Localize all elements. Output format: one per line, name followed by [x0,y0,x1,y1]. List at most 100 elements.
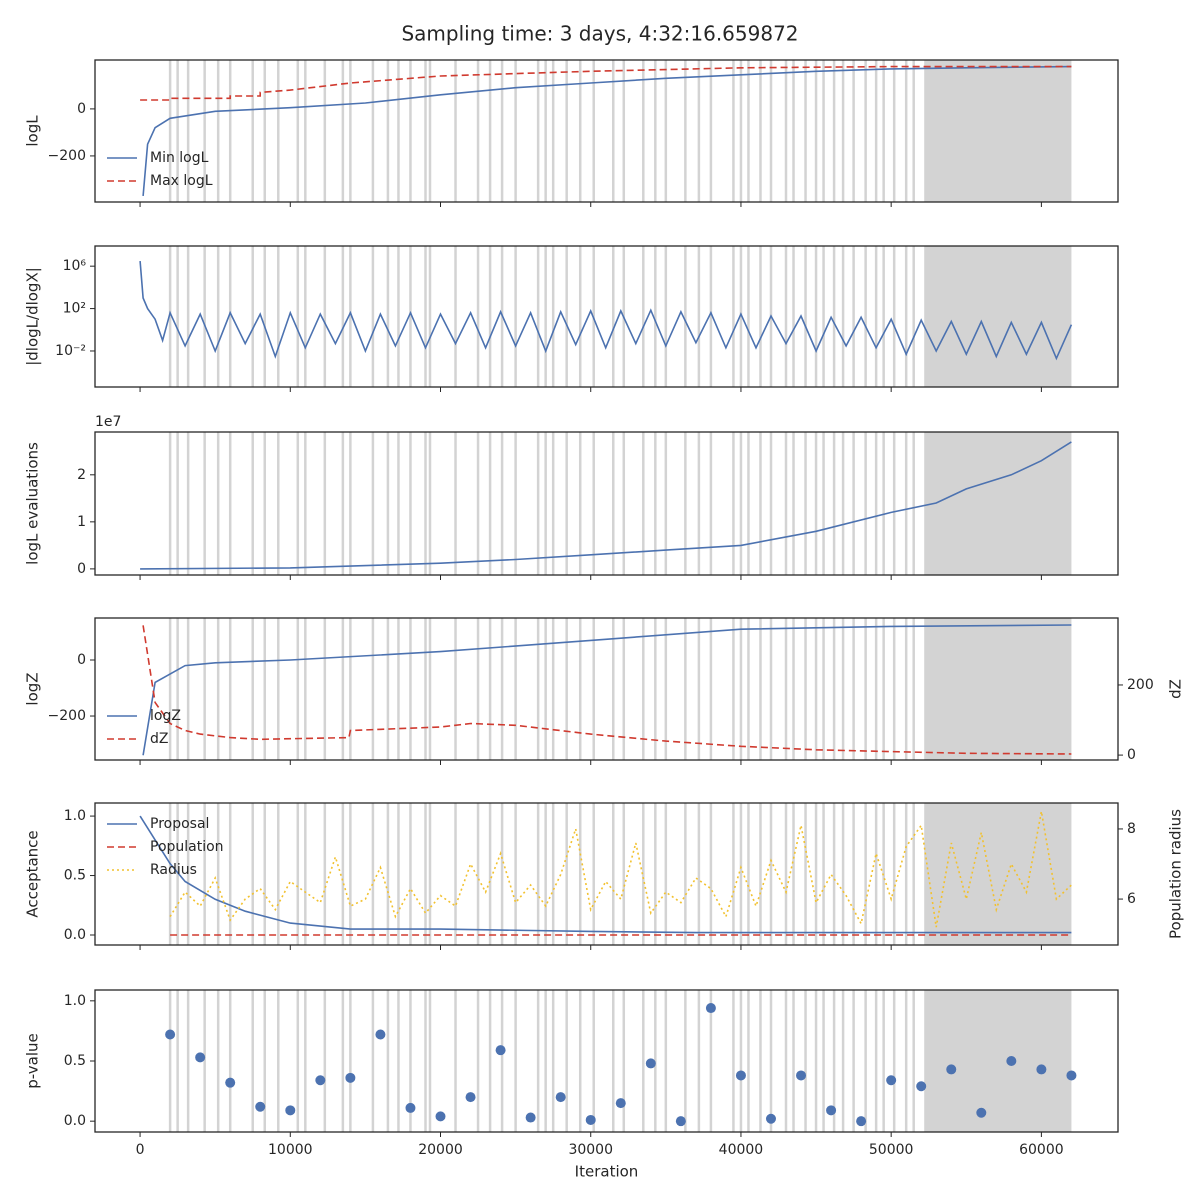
axes-frame [94,989,1119,1133]
x-tick-label: 30000 [568,1142,613,1158]
y2-tick-label: 6 [1127,891,1136,907]
y-tick-label: 1.0 [64,993,86,1009]
shaded-span [924,246,1072,387]
y-tick-label: −200 [48,148,86,164]
y-tick-label: −200 [48,708,86,724]
series-line [140,441,1072,570]
panel: −200 0 0 200 logZ dZ logZ dZ [24,617,1185,765]
y-tick-label: 0 [77,561,86,577]
y-axis-label: logL [24,115,42,147]
y-tick-label: 2 [77,467,86,483]
y2-axis-label: dZ [1167,679,1185,699]
legend-label: Min logL [150,150,209,166]
y-axis-label: Acceptance [24,830,42,917]
point [585,1114,596,1125]
point [1036,1064,1047,1075]
panel: 0 1 2 logL evaluations 1e7 [24,414,1119,580]
legend-label: dZ [150,731,168,747]
y-axis-label: |dlogL/dlogX| [24,267,42,366]
panel: 0 10000 20000 30000 40000 50000 60000 0.0 0.5 1.0… [24,989,1119,1181]
legend-label: logZ [150,708,181,724]
legend-label: Max logL [150,173,213,189]
panel: 0.0 0.5 1.0 6 8 Acceptance Population radius Pr… [24,802,1185,950]
figure-title: Sampling time: 3 days, 4:32:16.659872 [401,22,798,46]
y-tick-label: 0 [77,652,86,668]
point [255,1101,266,1112]
point [555,1092,566,1103]
axes-frame [94,802,1119,946]
y-tick-label: 1 [77,514,86,530]
point [165,1029,176,1040]
y2-tick-label: 8 [1127,821,1136,837]
point [735,1070,746,1081]
point [886,1075,897,1086]
panel: 10⁻² 10² 10⁶ |dlogL/dlogX| [24,245,1119,392]
point [525,1112,536,1123]
point [285,1105,296,1116]
point [495,1045,506,1056]
point [675,1116,686,1127]
y-tick-label: 0.5 [64,1053,86,1069]
point [405,1102,416,1113]
point [705,1003,716,1014]
series-line [139,815,1072,934]
series-line [142,65,1072,196]
point [796,1070,807,1081]
shaded-span [924,990,1072,1132]
x-tick-label: 40000 [719,1142,764,1158]
series-line [142,625,1072,755]
y2-tick-label: 0 [1127,747,1136,763]
y-tick-label: 1.0 [64,808,86,824]
y-tick-label: 0.0 [64,927,86,943]
point [1066,1070,1077,1081]
series-line [142,624,1072,756]
point [856,1116,867,1127]
x-tick-label: 20000 [418,1142,463,1158]
y-axis-label: p-value [24,1033,42,1089]
point [195,1052,206,1063]
y2-axis-label: Population radius [1167,809,1185,939]
point [826,1105,837,1116]
point [225,1077,236,1088]
shaded-span [924,803,1072,945]
point [375,1029,386,1040]
y-tick-label: 10² [63,301,86,317]
y-tick-label: 0 [77,101,86,117]
x-tick-label: 0 [136,1142,145,1158]
y-tick-label: 10⁶ [63,258,87,274]
y-tick-label: 0.5 [64,868,86,884]
x-tick-label: 60000 [1019,1142,1064,1158]
y-axis-label: logZ [24,672,42,705]
y-tick-label: 0.0 [64,1113,86,1129]
shaded-span [924,618,1072,760]
axes-frame [94,59,1119,203]
point [946,1064,957,1075]
y-tick-label: 10⁻² [55,343,86,359]
point [315,1075,326,1086]
point [345,1072,356,1083]
point [465,1092,476,1103]
y2-tick-label: 200 [1127,677,1154,693]
axes-frame [94,431,1119,576]
axes-frame [94,617,1119,761]
point [615,1098,626,1109]
point [976,1107,987,1118]
legend-label: Population [150,839,224,855]
point [916,1081,927,1092]
point [1006,1056,1017,1066]
series-line [140,65,1072,101]
x-tick-label: 10000 [268,1142,313,1158]
series-line [139,261,1073,361]
x-axis-label: Iteration [575,1163,639,1181]
y-axis-label: logL evaluations [24,442,42,565]
shaded-span [924,432,1072,575]
legend-label: Proposal [150,816,209,832]
point [765,1113,776,1124]
shaded-span [924,60,1072,202]
offset-label: 1e7 [95,414,121,430]
panel: −200 0 logL Min logL Max logL [24,59,1119,207]
point [435,1111,446,1122]
point [645,1058,656,1069]
x-tick-label: 50000 [869,1142,914,1158]
